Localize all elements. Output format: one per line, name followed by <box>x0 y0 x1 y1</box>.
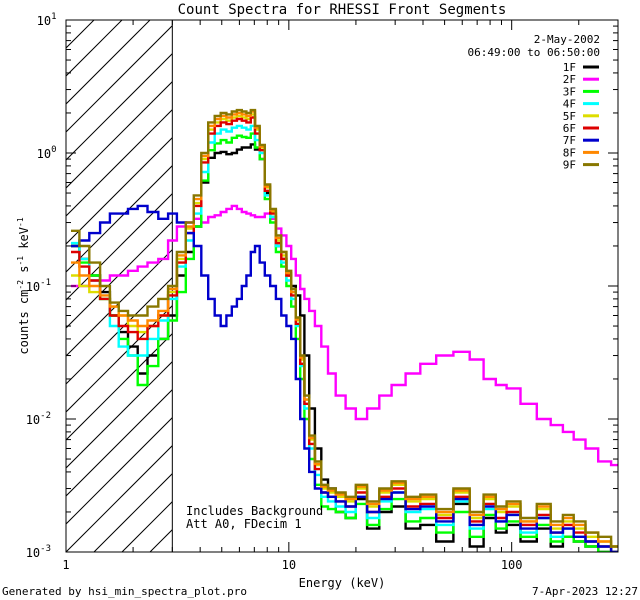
y-axis-label-exp-d: -1 <box>16 256 25 266</box>
hatch-line <box>66 416 173 525</box>
hatch-line <box>542 20 640 552</box>
footer-generated-by: Generated by hsi_min_spectra_plot.pro <box>2 585 247 598</box>
hatch-line <box>66 388 173 497</box>
y-axis-label-exp-f: -1 <box>16 217 25 227</box>
x-tick-label: 100 <box>501 558 523 572</box>
y-axis-label: counts cm-2 s-1 keV-1 <box>16 217 31 354</box>
hatch-line <box>66 52 173 161</box>
y-tick-label: 10-1 <box>26 278 51 294</box>
hatch-line <box>66 80 173 189</box>
series-9F <box>71 108 618 548</box>
footer-timestamp: 7-Apr-2023 12:27 <box>532 585 638 598</box>
time-range-label: 06:49:00 to 06:50:00 <box>468 46 600 59</box>
x-tick-label: 1 <box>62 558 69 572</box>
legend-label-1F: 1F <box>563 61 576 74</box>
hatch-line <box>66 444 173 552</box>
legend-label-4F: 4F <box>563 98 576 111</box>
series-2F <box>71 204 618 467</box>
hatch-line <box>66 248 173 357</box>
legend-label-7F: 7F <box>563 134 576 147</box>
hatch-line <box>374 20 640 552</box>
hatch-line <box>402 20 640 552</box>
series-6F <box>71 116 618 552</box>
legend-label-5F: 5F <box>563 110 576 123</box>
series-8F <box>71 110 618 548</box>
y-axis-label-part-a: counts cm <box>17 290 31 355</box>
hatch-line <box>318 20 640 552</box>
y-tick-label: 10-3 <box>26 544 51 560</box>
y-axis-label-part-e: keV <box>17 227 31 256</box>
annotation-background: Includes Background <box>186 504 323 518</box>
y-tick-label: 100 <box>37 145 57 161</box>
hatch-line <box>598 20 640 552</box>
chart-title: Count Spectra for RHESSI Front Segments <box>178 2 507 18</box>
hatch-line <box>514 20 640 552</box>
hatch-line <box>262 20 640 552</box>
legend-label-2F: 2F <box>563 73 576 86</box>
x-tick-label: 10 <box>282 558 296 572</box>
hatch-line <box>346 20 640 552</box>
hatch-line <box>626 20 640 552</box>
date-label: 2-May-2002 <box>534 33 600 46</box>
legend-label-6F: 6F <box>563 122 576 135</box>
y-axis-label-part-c: s <box>17 266 31 280</box>
hatch-line <box>66 276 173 385</box>
legend-label-9F: 9F <box>563 159 576 172</box>
series-group <box>71 108 618 552</box>
hatch-line <box>290 20 640 552</box>
legend-label-8F: 8F <box>563 146 576 159</box>
hatch-line <box>66 360 173 469</box>
annotation-attenuator: Att A0, FDecim 1 <box>186 517 302 531</box>
hatch-line <box>570 20 640 552</box>
y-tick-label: 10-2 <box>26 411 51 427</box>
y-tick-label: 101 <box>37 12 57 28</box>
legend-label-3F: 3F <box>563 85 576 98</box>
y-axis-label-exp-b: -2 <box>16 280 25 290</box>
hatch-line <box>66 24 173 133</box>
axis-ticks: 1 10 100 10-3 10-2 10-1 100 101 <box>26 12 619 572</box>
x-axis-label: Energy (keV) <box>299 576 386 590</box>
